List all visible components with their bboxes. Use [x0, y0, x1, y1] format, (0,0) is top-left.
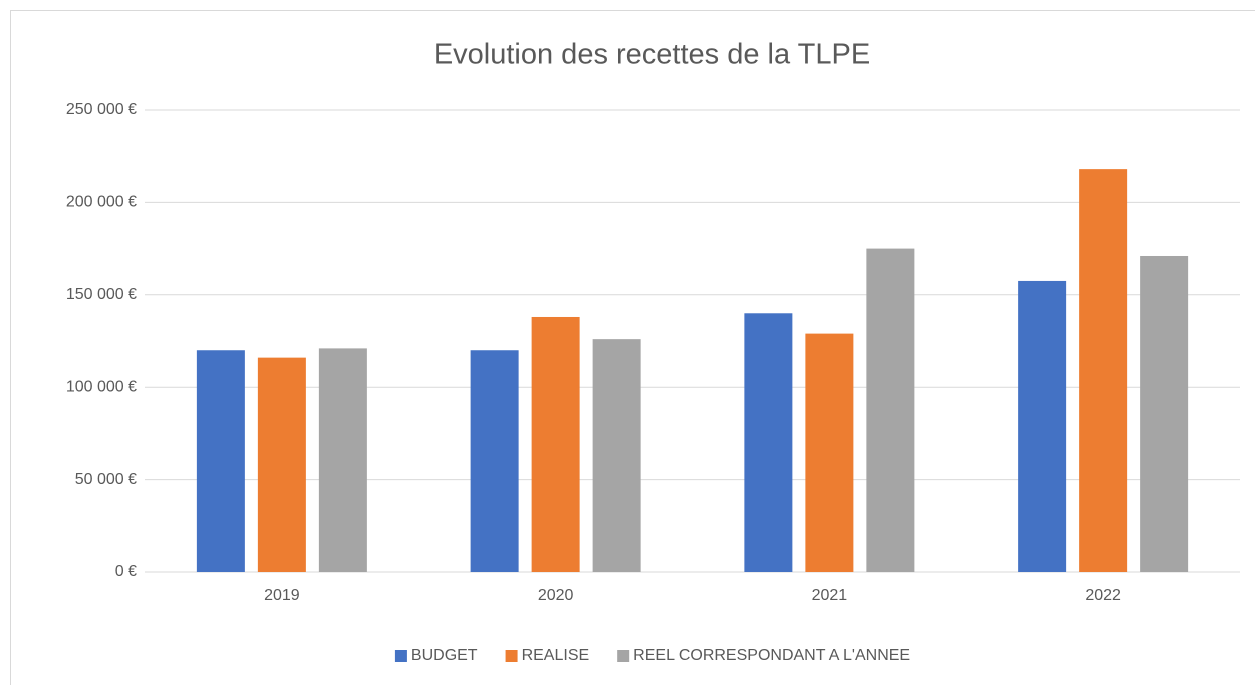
- bar: [744, 313, 793, 572]
- y-tick-label: 0 €: [115, 563, 137, 580]
- bar: [805, 333, 854, 572]
- chart-title: Evolution des recettes de la TLPE: [434, 39, 870, 71]
- y-tick-label: 150 000 €: [66, 286, 137, 303]
- y-tick-label: 100 000 €: [66, 378, 137, 395]
- y-tick-label: 50 000 €: [75, 471, 137, 488]
- bar: [470, 350, 519, 572]
- legend-label: REALISE: [522, 647, 590, 664]
- bar: [1079, 169, 1128, 573]
- bar: [1140, 255, 1189, 572]
- legend-swatch: [505, 650, 518, 662]
- x-tick-label: 2020: [538, 587, 574, 604]
- x-tick-label: 2021: [812, 587, 848, 604]
- x-tick-label: 2022: [1085, 587, 1121, 604]
- bar: [592, 339, 641, 572]
- bar: [866, 248, 915, 572]
- legend-label: BUDGET: [411, 647, 478, 664]
- legend-swatch: [394, 650, 407, 662]
- bar: [318, 348, 367, 572]
- bar: [196, 350, 245, 572]
- bar: [257, 357, 306, 572]
- bar: [1018, 280, 1067, 572]
- bar: [531, 316, 580, 572]
- x-tick-label: 2019: [264, 587, 300, 604]
- legend-swatch: [617, 650, 630, 662]
- legend-label: REEL CORRESPONDANT A L'ANNEE: [633, 647, 910, 664]
- y-tick-label: 250 000 €: [66, 101, 137, 118]
- y-tick-label: 200 000 €: [66, 194, 137, 211]
